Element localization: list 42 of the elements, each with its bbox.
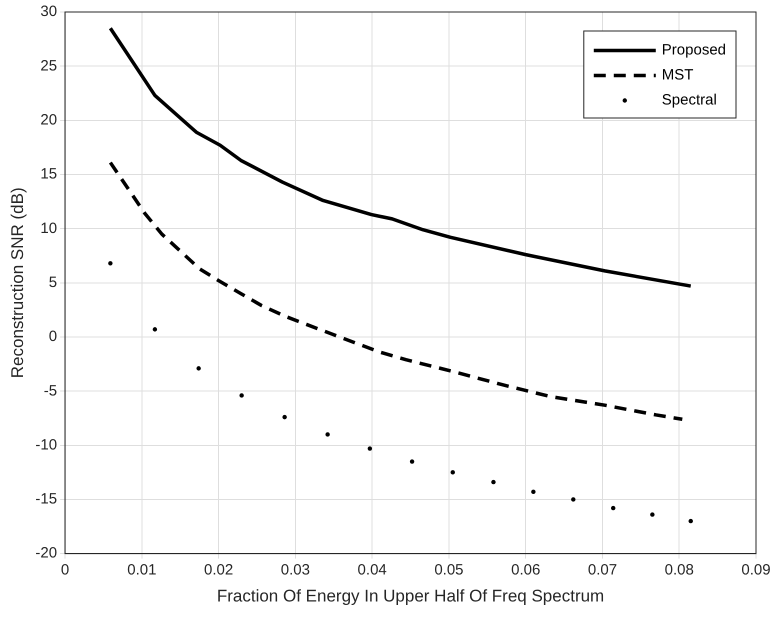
point bbox=[239, 393, 244, 398]
y-tick-label: -5 bbox=[44, 382, 58, 400]
x-axis-title: Fraction Of Energy In Upper Half Of Freq Spectrum bbox=[216, 586, 604, 606]
legend-label: Spectral bbox=[662, 92, 717, 109]
x-tick-label: 0.09 bbox=[741, 562, 771, 579]
legend-label: MST bbox=[662, 66, 694, 84]
x-tick-label: 0.02 bbox=[204, 562, 234, 579]
x-tick-label: 0 bbox=[60, 562, 70, 579]
point bbox=[152, 327, 158, 332]
point bbox=[410, 459, 414, 464]
y-axis-title: Reconstruction SNR (dB) bbox=[8, 187, 27, 378]
point bbox=[368, 446, 372, 451]
y-tick-label: 0 bbox=[48, 328, 58, 346]
y-tick-label: -10 bbox=[35, 436, 58, 454]
y-tick-label: 20 bbox=[40, 111, 58, 128]
y-tick-label: 25 bbox=[40, 57, 58, 74]
point bbox=[571, 497, 576, 502]
y-tick-label: -20 bbox=[35, 544, 58, 562]
point bbox=[282, 414, 287, 420]
point bbox=[531, 490, 536, 494]
point bbox=[688, 518, 693, 524]
y-tick-label: 30 bbox=[40, 3, 58, 20]
y-tick-label: 15 bbox=[40, 166, 58, 183]
x-tick-label: 0.05 bbox=[434, 562, 464, 579]
x-tick-label: 0.07 bbox=[588, 562, 618, 579]
point bbox=[650, 512, 655, 517]
x-tick-label: 0.08 bbox=[664, 562, 694, 579]
x-tick-label: 0.06 bbox=[511, 562, 540, 579]
point bbox=[325, 432, 330, 437]
legend-label: Proposed bbox=[662, 42, 726, 59]
y-tick-label: 5 bbox=[48, 274, 58, 291]
point bbox=[491, 480, 496, 484]
x-tick-label: 0.03 bbox=[280, 562, 310, 579]
y-tick-label: 10 bbox=[40, 220, 58, 237]
point bbox=[108, 261, 113, 266]
x-tick-label: 0.04 bbox=[358, 562, 387, 579]
line-series bbox=[108, 160, 684, 422]
x-tick-label: 0.01 bbox=[127, 562, 156, 579]
point bbox=[611, 506, 616, 510]
point bbox=[450, 470, 455, 475]
y-tick-label: -15 bbox=[35, 490, 58, 508]
point bbox=[196, 366, 201, 371]
